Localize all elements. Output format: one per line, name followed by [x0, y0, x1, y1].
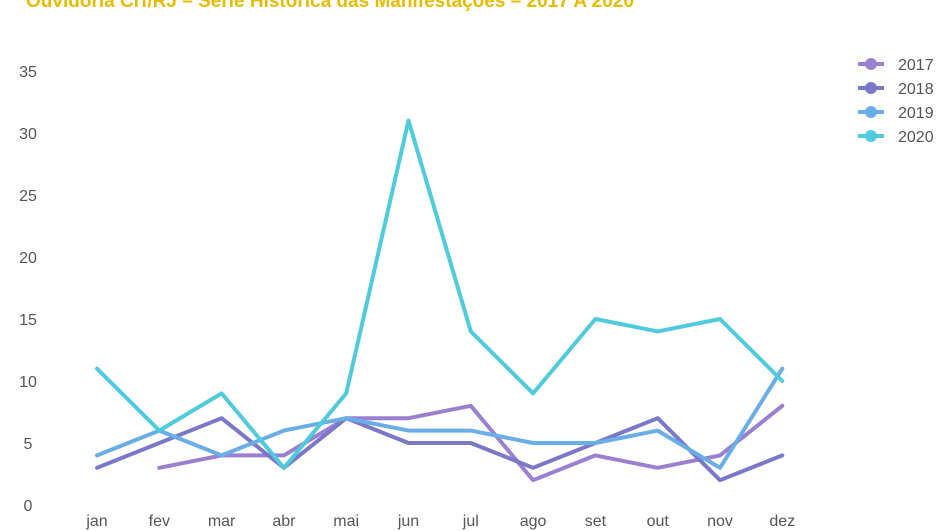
x-tick-label: mai — [333, 513, 359, 530]
legend-label: 2019 — [898, 105, 934, 122]
x-tick-label: out — [647, 513, 670, 530]
y-tick-label: 0 — [24, 498, 33, 515]
series-2018 — [95, 416, 785, 483]
x-tick-label: fev — [149, 513, 170, 530]
legend-swatch-marker — [865, 82, 877, 94]
series-line — [157, 403, 785, 483]
x-tick-label: mar — [208, 513, 236, 530]
series-line — [95, 416, 785, 483]
chart-title: Ouvidoria Crf/RJ – Série Histórica das M… — [26, 0, 634, 12]
y-tick-label: 15 — [19, 312, 37, 329]
y-tick-label: 35 — [19, 64, 37, 81]
y-tick-label: 10 — [19, 374, 37, 391]
series-2017 — [157, 403, 785, 483]
x-tick-label: nov — [707, 513, 733, 530]
legend-item: 2017 — [858, 57, 934, 74]
x-tick-label: jul — [462, 513, 479, 530]
x-tick-label: jun — [397, 513, 419, 530]
legend-item: 2020 — [858, 129, 934, 146]
series-2019 — [95, 366, 785, 470]
y-tick-label: 25 — [19, 188, 37, 205]
x-tick-label: set — [585, 513, 607, 530]
y-tick-label: 30 — [19, 126, 37, 143]
x-tick-label: ago — [520, 513, 547, 530]
legend-item: 2019 — [858, 105, 934, 122]
legend-swatch-marker — [865, 130, 877, 142]
legend-swatch-marker — [865, 106, 877, 118]
series-line — [95, 118, 785, 470]
x-tick-label: jan — [85, 513, 107, 530]
series-line — [95, 366, 785, 470]
series-2020 — [95, 118, 785, 470]
legend-label: 2017 — [898, 57, 934, 74]
legend-item: 2018 — [858, 81, 934, 98]
legend-swatch-marker — [865, 58, 877, 70]
x-tick-label: abr — [272, 513, 296, 530]
y-tick-label: 20 — [19, 250, 37, 267]
x-tick-label: dez — [769, 513, 795, 530]
legend-label: 2020 — [898, 129, 934, 146]
legend-label: 2018 — [898, 81, 934, 98]
y-tick-label: 5 — [24, 436, 33, 453]
